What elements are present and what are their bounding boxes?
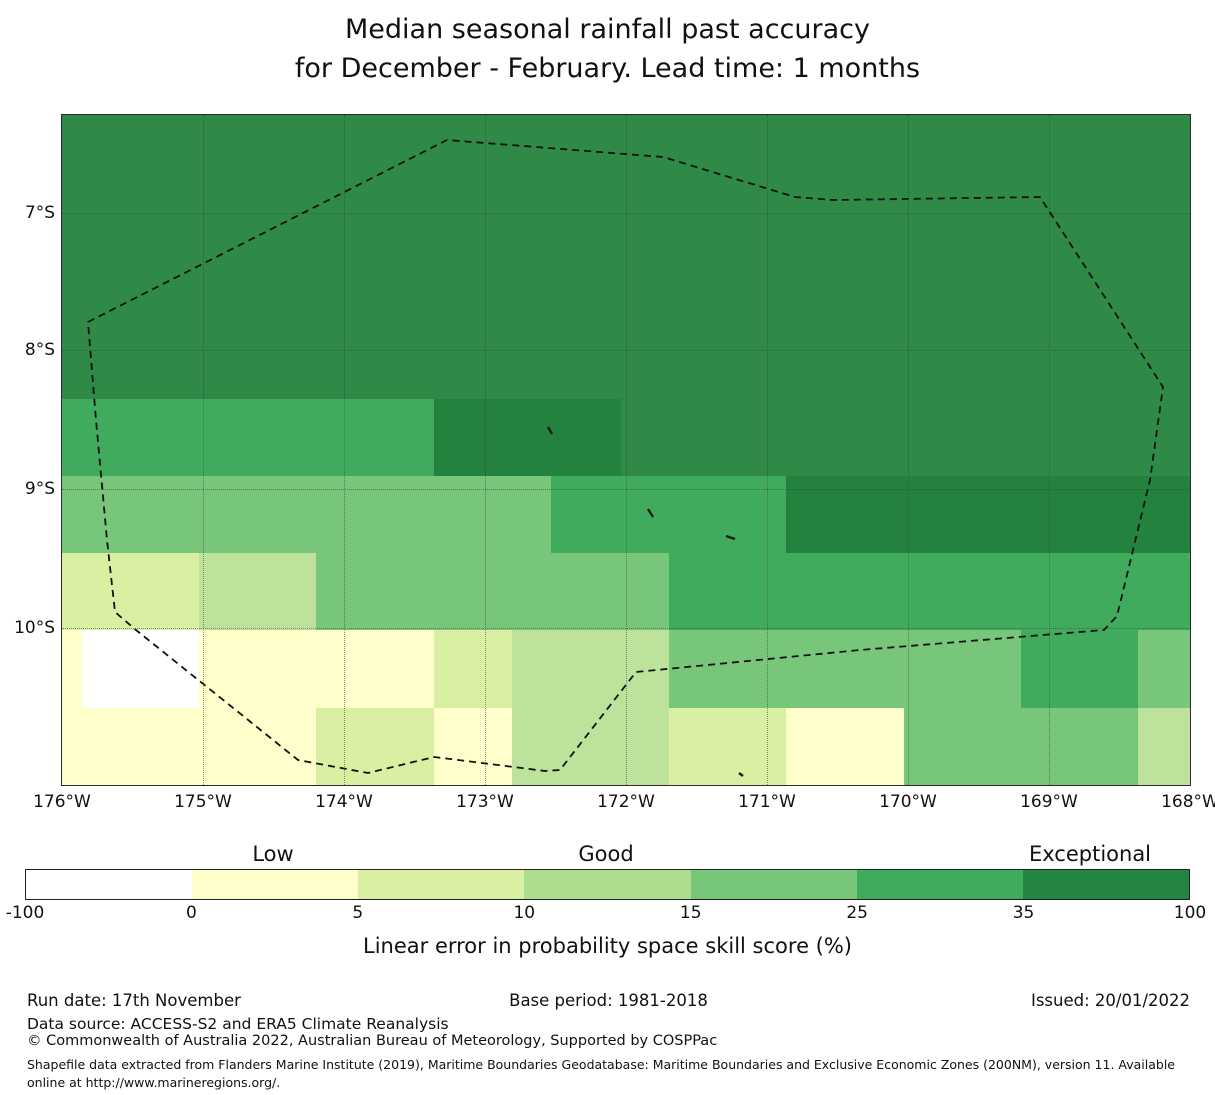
heatmap-cell bbox=[62, 708, 316, 785]
heatmap-cell bbox=[669, 708, 786, 785]
heatmap-cell bbox=[512, 708, 669, 785]
longitude-gridline bbox=[1049, 115, 1050, 785]
colorbar-tick-label: 10 bbox=[513, 903, 536, 923]
colorbar-segment bbox=[26, 870, 193, 899]
heatmap-cell bbox=[551, 476, 786, 553]
copyright-text: © Commonwealth of Australia 2022, Austra… bbox=[27, 1033, 718, 1049]
eez-dashed-boundary bbox=[87, 139, 1164, 774]
heatmap-cell bbox=[512, 630, 669, 708]
colorbar-segment bbox=[192, 870, 359, 899]
longitude-gridline bbox=[344, 115, 345, 785]
heatmap-cell bbox=[199, 553, 316, 630]
heatmap-cell bbox=[434, 630, 512, 708]
skill-score-map bbox=[61, 114, 1191, 786]
heatmap-cell bbox=[1138, 708, 1190, 785]
heatmap-cell bbox=[669, 553, 1190, 630]
latitude-gridline bbox=[62, 213, 1190, 214]
longitude-gridline bbox=[767, 115, 768, 785]
skill-score-colorbar bbox=[25, 869, 1190, 900]
heatmap-cell bbox=[786, 476, 1190, 553]
island-mark bbox=[546, 426, 554, 435]
latitude-gridline bbox=[62, 489, 1190, 490]
latitude-gridline bbox=[62, 350, 1190, 351]
colorbar-segment bbox=[856, 870, 1023, 899]
footer-row: Run date: 17th November Base period: 198… bbox=[27, 991, 1190, 1010]
longitude-gridline bbox=[203, 115, 204, 785]
heatmap-cell bbox=[82, 630, 199, 708]
colorbar-tick-label: 25 bbox=[846, 903, 868, 923]
skill-category-label: Exceptional bbox=[1028, 842, 1152, 866]
heatmap-cell bbox=[62, 553, 199, 630]
heatmap-cell bbox=[316, 553, 669, 630]
colorbar-tick-label: 35 bbox=[1012, 903, 1035, 923]
island-mark bbox=[725, 534, 736, 541]
longitude-tick-label: 168°W bbox=[1161, 792, 1215, 812]
heatmap-cell bbox=[786, 708, 904, 785]
latitude-tick-label: 9°S bbox=[24, 479, 55, 499]
colorbar-segment bbox=[1022, 870, 1189, 899]
latitude-tick-label: 10°S bbox=[14, 618, 55, 638]
longitude-gridline bbox=[485, 115, 486, 785]
island-outline-marks bbox=[546, 426, 744, 777]
colorbar-tick-label: 100 bbox=[1173, 903, 1207, 923]
heatmap-cell bbox=[621, 399, 1190, 476]
colorbar-tick-label: 0 bbox=[186, 903, 197, 923]
heatmap-cell bbox=[316, 708, 434, 785]
longitude-tick-label: 173°W bbox=[456, 792, 514, 812]
colorbar-tick-label: -100 bbox=[5, 903, 45, 923]
colorbar-tick-label: 15 bbox=[679, 903, 702, 923]
data-source-text: Data source: ACCESS-S2 and ERA5 Climate … bbox=[27, 1015, 449, 1033]
base-period-text: Base period: 1981-2018 bbox=[509, 991, 708, 1010]
longitude-tick-label: 171°W bbox=[738, 792, 796, 812]
heatmap-cell bbox=[434, 399, 621, 476]
colorbar-segment bbox=[690, 870, 857, 899]
latitude-tick-label: 7°S bbox=[24, 203, 55, 223]
longitude-gridline bbox=[626, 115, 627, 785]
run-date-text: Run date: 17th November bbox=[27, 991, 241, 1010]
longitude-tick-label: 169°W bbox=[1020, 792, 1078, 812]
heatmap-cell bbox=[904, 708, 1138, 785]
heatmap-cell bbox=[1021, 630, 1138, 708]
eez-boundary-overlay bbox=[87, 139, 1164, 777]
skill-category-label: Good bbox=[578, 842, 634, 866]
chart-title-line2: for December - February. Lead time: 1 mo… bbox=[294, 53, 921, 84]
issued-date-text: Issued: 20/01/2022 bbox=[1030, 991, 1190, 1010]
heatmap-cell bbox=[62, 630, 82, 708]
longitude-tick-label: 170°W bbox=[879, 792, 937, 812]
chart-title: Median seasonal rainfall past accuracy f… bbox=[0, 10, 1215, 88]
shapefile-note-text: Shapefile data extracted from Flanders M… bbox=[27, 1057, 1175, 1090]
heatmap-cell bbox=[434, 708, 512, 785]
colorbar-segment bbox=[524, 870, 691, 899]
heatmap-cell bbox=[1138, 630, 1190, 708]
colorbar-caption: Linear error in probability space skill … bbox=[363, 934, 852, 958]
longitude-tick-label: 174°W bbox=[315, 792, 373, 812]
heatmap-cell bbox=[62, 399, 434, 476]
chart-title-line1: Median seasonal rainfall past accuracy bbox=[345, 14, 870, 45]
latitude-tick-label: 8°S bbox=[24, 340, 55, 360]
colorbar-segment bbox=[358, 870, 525, 899]
heatmap-cell bbox=[62, 476, 551, 553]
longitude-gridline bbox=[908, 115, 909, 785]
skill-category-label: Low bbox=[252, 842, 294, 866]
heatmap-cell bbox=[669, 630, 1021, 708]
heatmap-cell bbox=[199, 630, 434, 708]
longitude-tick-label: 175°W bbox=[174, 792, 232, 812]
longitude-tick-label: 172°W bbox=[597, 792, 655, 812]
latitude-gridline bbox=[62, 628, 1190, 629]
island-mark bbox=[646, 508, 655, 518]
island-mark bbox=[738, 772, 744, 777]
colorbar-tick-label: 5 bbox=[352, 903, 364, 923]
longitude-tick-label: 176°W bbox=[33, 792, 91, 812]
